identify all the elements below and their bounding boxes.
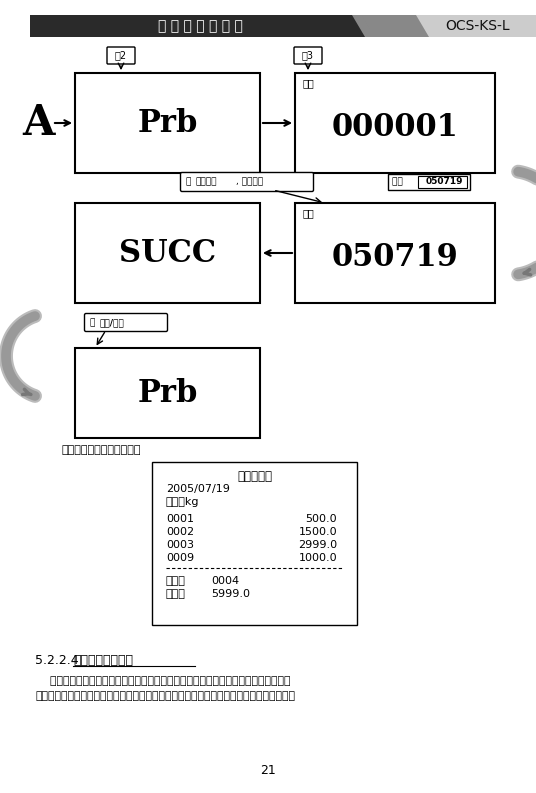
Text: 前面列举的打印清单年中，均列出了每一笔的称重记录，然后是总的次数和累计值。: 前面列举的打印清单年中，均列出了每一笔的称重记录，然后是总的次数和累计值。 <box>35 676 291 686</box>
FancyBboxPatch shape <box>294 47 322 64</box>
Polygon shape <box>75 348 260 438</box>
Text: 2999.0: 2999.0 <box>298 540 337 550</box>
Text: 稱重计量单: 稱重计量单 <box>237 469 272 482</box>
Polygon shape <box>388 174 470 190</box>
Polygon shape <box>295 73 495 173</box>
Text: 000001: 000001 <box>332 113 458 144</box>
Text: 0003: 0003 <box>166 540 194 550</box>
Polygon shape <box>379 15 402 37</box>
Polygon shape <box>30 15 370 37</box>
Text: 2005/07/19: 2005/07/19 <box>166 484 230 494</box>
Text: 050719: 050719 <box>425 178 463 186</box>
Polygon shape <box>152 462 357 625</box>
Text: 按: 按 <box>186 178 191 186</box>
Text: 背光确认: 背光确认 <box>196 178 218 186</box>
FancyBboxPatch shape <box>85 313 167 331</box>
Text: 0004: 0004 <box>211 576 239 586</box>
Text: 单位：kg: 单位：kg <box>166 497 199 507</box>
Text: 0009: 0009 <box>166 553 194 563</box>
Text: 5999.0: 5999.0 <box>211 589 250 599</box>
Polygon shape <box>75 73 260 173</box>
Text: 下面是一个将汇总打印模式由详单改成简约操作示意。经过设置后，再依前面的示图分别按: 下面是一个将汇总打印模式由详单改成简约操作示意。经过设置后，再依前面的示图分别按 <box>35 691 295 701</box>
Polygon shape <box>361 15 384 37</box>
Polygon shape <box>370 15 393 37</box>
Text: 日期: 日期 <box>303 208 315 218</box>
Text: 无 线 数 传 式 吊 秤: 无 线 数 传 式 吊 秤 <box>158 19 242 33</box>
Text: 0001: 0001 <box>166 514 194 524</box>
Text: 输入: 输入 <box>392 178 406 186</box>
Text: 500.0: 500.0 <box>306 514 337 524</box>
Polygon shape <box>352 15 375 37</box>
Text: 次数：: 次数： <box>166 576 186 586</box>
Text: SUCC: SUCC <box>119 237 216 269</box>
Polygon shape <box>75 203 260 303</box>
FancyBboxPatch shape <box>107 47 135 64</box>
Polygon shape <box>295 203 495 303</box>
Text: 050719: 050719 <box>332 243 458 274</box>
Polygon shape <box>406 15 429 37</box>
FancyBboxPatch shape <box>181 173 314 191</box>
Text: 1000.0: 1000.0 <box>299 553 337 563</box>
Text: 日期: 日期 <box>303 78 315 88</box>
Text: 1500.0: 1500.0 <box>299 527 337 537</box>
Polygon shape <box>397 15 420 37</box>
Text: , 打印清单: , 打印清单 <box>236 178 263 186</box>
Text: 按2: 按2 <box>115 51 127 60</box>
Text: 累计：: 累计： <box>166 589 186 599</box>
Text: 按: 按 <box>90 318 95 327</box>
Text: 0002: 0002 <box>166 527 194 537</box>
Text: 5.2.2.4: 5.2.2.4 <box>35 653 83 666</box>
Polygon shape <box>415 15 536 37</box>
Polygon shape <box>388 15 411 37</box>
Text: OCS-KS-L: OCS-KS-L <box>446 19 510 33</box>
Text: Prb: Prb <box>137 377 198 408</box>
Text: A: A <box>22 102 54 144</box>
Text: Prb: Prb <box>137 108 198 139</box>
Text: 21: 21 <box>260 764 276 777</box>
Text: 按3: 按3 <box>302 51 314 60</box>
Text: 按编号打印称重清单如下：: 按编号打印称重清单如下： <box>62 445 142 455</box>
Text: 关机/取消: 关机/取消 <box>100 318 125 327</box>
Polygon shape <box>418 176 467 188</box>
Text: 汇总打印模式选择: 汇总打印模式选择 <box>73 653 133 666</box>
